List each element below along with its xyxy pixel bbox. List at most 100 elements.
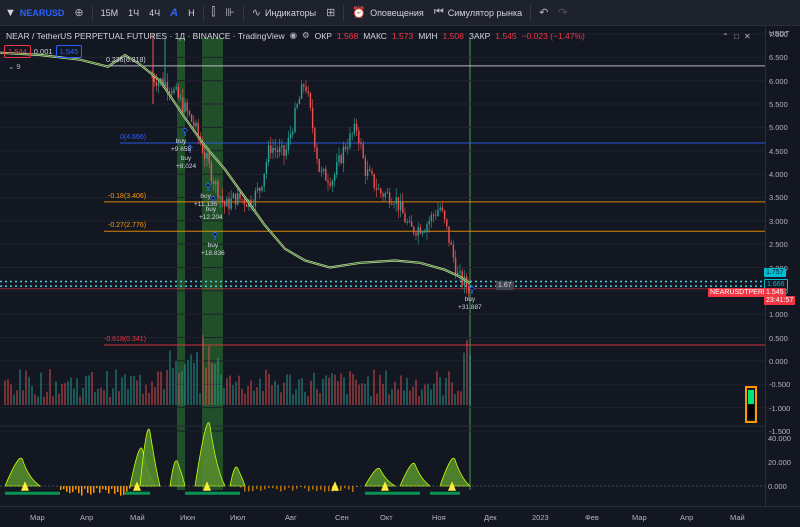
volume-bar xyxy=(271,385,273,405)
candle-body xyxy=(468,286,470,293)
settings-icon[interactable]: ⚙ xyxy=(302,30,310,40)
interval-15m[interactable]: 15М xyxy=(96,0,124,26)
bid-badge[interactable]: 1.544 xyxy=(4,45,31,58)
interval-4h[interactable]: 4Ч xyxy=(144,0,165,26)
indicators-toggle[interactable]: ⌄ 9 xyxy=(8,62,21,71)
volume-bar xyxy=(463,352,465,405)
candle-body xyxy=(151,76,153,78)
oscillator-neg-bar xyxy=(75,486,77,490)
volume-bar xyxy=(7,379,9,405)
oscillator-neg-bar xyxy=(340,486,342,491)
pane-controls[interactable]: ⌃ □ ✕ xyxy=(722,32,751,41)
simulator-label: Симулятор рынка xyxy=(447,7,523,18)
undo-button[interactable]: ↶ xyxy=(534,0,553,26)
moving-average-line xyxy=(0,52,471,284)
oscillator-neg-bar xyxy=(272,486,274,489)
oscillator-neg-bar xyxy=(324,486,326,492)
interval-1h[interactable]: 1Ч xyxy=(123,0,144,26)
volume-bar xyxy=(79,396,81,405)
candle-body xyxy=(197,122,199,137)
candle-body xyxy=(417,227,419,236)
chevron-up-icon[interactable]: ⌃ xyxy=(722,32,729,41)
volume-bar xyxy=(22,390,24,405)
candle-body xyxy=(322,168,325,171)
candle-body xyxy=(457,272,459,275)
volume-bar xyxy=(448,371,450,405)
candle-body xyxy=(219,196,221,199)
candle-body xyxy=(459,271,461,273)
symbol-search[interactable]: ▼ NEARUSD xyxy=(0,0,69,26)
time-axis[interactable]: Мар Апр Май Июн Июл Авг Сен Окт Ноя Дек 2023 Фев Мар… xyxy=(0,506,800,527)
candle-body xyxy=(245,204,248,208)
candle-body xyxy=(184,102,186,113)
buy-arrow-head xyxy=(469,285,475,290)
candle-body xyxy=(173,88,175,94)
interval-weekly[interactable]: Н xyxy=(183,0,200,26)
volume-bar xyxy=(151,381,153,405)
redo-button[interactable]: ↷ xyxy=(553,0,572,26)
undo-icon: ↶ xyxy=(539,7,549,19)
replay-button[interactable]: ⏮ Симулятор рынка xyxy=(429,0,527,26)
oscillator-neg-bar xyxy=(284,486,286,491)
oscillator-neg-bar xyxy=(348,486,350,490)
candle-body xyxy=(358,130,360,144)
bar-style-button[interactable]: ⊪ xyxy=(220,0,240,26)
oscillator-neg-bar xyxy=(126,486,128,492)
chart-canvas[interactable] xyxy=(0,26,765,506)
oscillator-neg-bar xyxy=(292,486,294,491)
oscillator-neg-bar xyxy=(123,486,125,496)
volume-bar xyxy=(355,379,357,405)
volume-bar xyxy=(280,392,282,405)
volume-bar xyxy=(250,380,252,405)
candle-body xyxy=(419,227,422,234)
candle-body xyxy=(289,134,292,138)
candle-body xyxy=(393,203,395,205)
alphabet-icon-button[interactable]: A xyxy=(165,0,183,26)
close-icon[interactable]: ✕ xyxy=(744,32,751,41)
close-value: 1.545 xyxy=(495,30,517,41)
oscillator-neg-bar xyxy=(105,486,107,491)
candle-body xyxy=(276,149,279,153)
candle-body xyxy=(388,192,391,204)
volume-bar xyxy=(67,381,69,405)
volume-bar xyxy=(25,370,27,405)
candle-body xyxy=(327,180,329,184)
candle-body xyxy=(237,192,239,205)
indicators-button[interactable]: ∿ Индикаторы xyxy=(247,0,321,26)
volume-bar xyxy=(28,376,30,405)
volume-bar xyxy=(163,389,165,405)
volume-bar xyxy=(289,374,291,405)
volume-bar xyxy=(253,390,255,405)
alerts-button[interactable]: ⏰ Оповещения xyxy=(347,0,428,26)
volume-bar xyxy=(220,374,222,405)
ask-badge[interactable]: 1.545 xyxy=(55,45,83,58)
volume-bar xyxy=(388,394,390,405)
volume-bar xyxy=(49,369,51,405)
bid-ask-badges: 1.544 0.001 1.545 xyxy=(4,45,83,58)
price-axis[interactable]: USDT 7.000 6.500 6.000 5.500 5.000 4.500 4.000… xyxy=(765,26,800,506)
volume-bar xyxy=(319,393,321,405)
candle-body xyxy=(430,214,433,221)
oscillator-neg-bar xyxy=(66,486,68,492)
templates-button[interactable]: ⊞ xyxy=(321,0,340,26)
interval-label: Н xyxy=(188,7,195,18)
candle-body xyxy=(441,207,444,211)
oscillator-neg-bar xyxy=(296,486,298,489)
time-tick: Апр xyxy=(680,513,694,522)
eye-icon[interactable]: ◉ xyxy=(289,30,298,40)
volume-bar xyxy=(190,354,192,405)
time-tick: Окт xyxy=(380,513,393,522)
volume-bar xyxy=(208,346,210,405)
divider xyxy=(343,4,345,21)
time-tick: 2023 xyxy=(532,513,549,522)
volume-bar xyxy=(148,392,150,405)
compare-button[interactable]: ⊕ xyxy=(69,0,88,26)
chart-type-button[interactable]: ⫿ xyxy=(207,0,221,26)
volume-bar xyxy=(196,351,198,405)
candle-body xyxy=(307,91,309,94)
volume-bar xyxy=(343,377,345,405)
candle-body xyxy=(287,137,290,150)
oscillator-neg-bar xyxy=(300,486,302,488)
candle-body xyxy=(296,104,298,108)
maximize-icon[interactable]: □ xyxy=(733,32,739,41)
